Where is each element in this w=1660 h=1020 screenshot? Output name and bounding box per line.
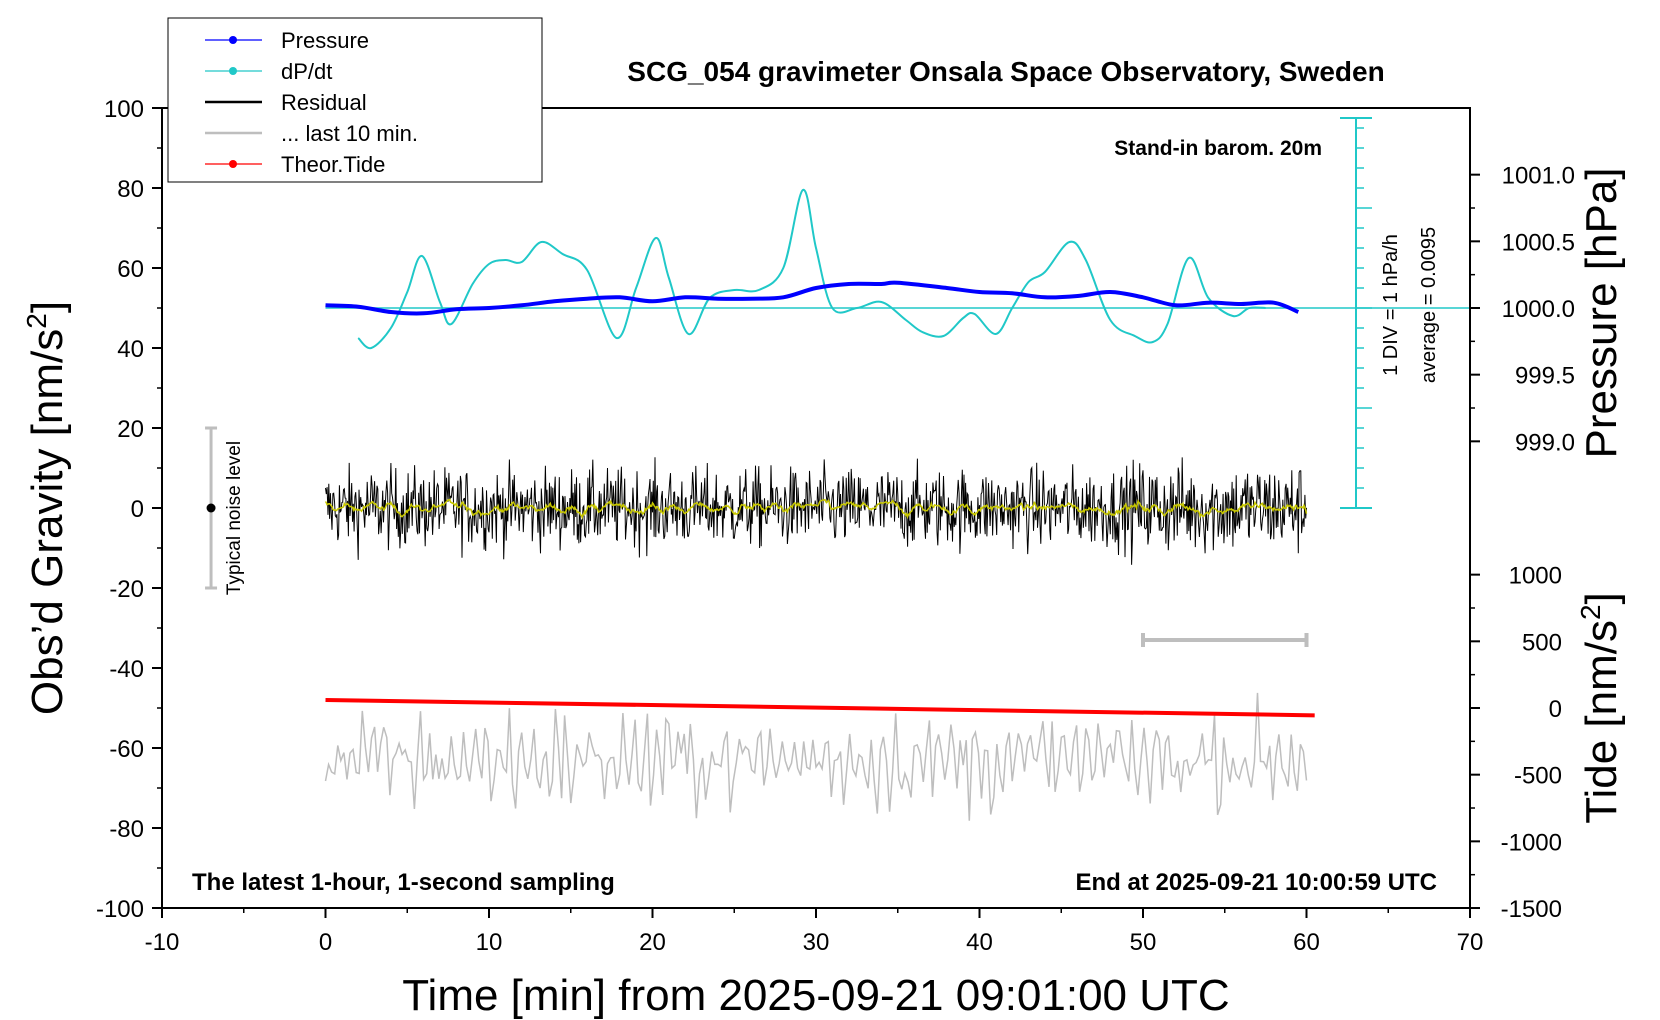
sampling-note: The latest 1-hour, 1-second sampling bbox=[192, 869, 615, 896]
legend-label: dP/dt bbox=[281, 59, 332, 84]
dpdt-scale-bar bbox=[1340, 117, 1372, 509]
y-tick-label: 100 bbox=[104, 96, 144, 123]
y-tick-label: 40 bbox=[117, 336, 144, 363]
legend: Pressure dP/dt Residual ... last 10 min. The… bbox=[167, 17, 543, 183]
noise-label: Typical noise level bbox=[224, 441, 245, 595]
y-tick-label: -80 bbox=[109, 816, 144, 843]
residual-series bbox=[324, 457, 1308, 565]
noise-bar-dot bbox=[206, 503, 216, 513]
x-axis-ticks: -10 0 10 20 30 40 50 60 70 bbox=[145, 908, 1484, 956]
tide-tick-label: 500 bbox=[1522, 629, 1562, 656]
y-axis-label: Obs’d Gravity [nm/s2] bbox=[21, 301, 72, 715]
smoothed-residual-line bbox=[324, 498, 1308, 520]
last-10-min-bracket bbox=[1141, 633, 1309, 647]
residual-line bbox=[325, 457, 1307, 565]
theoretical-tide-series bbox=[325, 697, 1315, 718]
legend-label: ... last 10 min. bbox=[281, 121, 418, 146]
legend-marker bbox=[229, 67, 237, 75]
x-tick-label: 20 bbox=[639, 929, 666, 956]
tide-tick-label: 1000 bbox=[1509, 563, 1562, 590]
legend-label: Theor.Tide bbox=[281, 152, 385, 177]
x-tick-label: 50 bbox=[1130, 929, 1157, 956]
tide-tick-label: 0 bbox=[1549, 696, 1562, 723]
last-10-min-line bbox=[324, 692, 1308, 821]
legend-label: Pressure bbox=[281, 28, 369, 53]
y-tick-label: 0 bbox=[131, 496, 144, 523]
x-tick-label: 0 bbox=[319, 929, 332, 956]
y-tick-label: -20 bbox=[109, 576, 144, 603]
y-axis-ticks: 100 80 60 40 20 0 -20 -40 -60 -80 -100 bbox=[96, 96, 162, 923]
x-tick-label: 10 bbox=[476, 929, 503, 956]
noise-level-bar bbox=[205, 426, 218, 590]
pressure-tick-label: 1000.5 bbox=[1502, 229, 1575, 256]
y-tick-label: 60 bbox=[117, 256, 144, 283]
legend-label: Residual bbox=[281, 90, 367, 115]
legend-marker bbox=[229, 36, 237, 44]
x-tick-label: 30 bbox=[803, 929, 830, 956]
end-time-note: End at 2025-09-21 10:00:59 UTC bbox=[1076, 869, 1438, 896]
pressure-axis-label: Pressure [hPa] bbox=[1577, 167, 1626, 458]
tide-tick-label: -500 bbox=[1514, 763, 1562, 790]
y-tick-label: -60 bbox=[109, 736, 144, 763]
legend-marker bbox=[229, 160, 237, 168]
tide-axis-label: Tide [nm/s2] bbox=[1575, 592, 1626, 824]
chart-title: SCG_054 gravimeter Onsala Space Observat… bbox=[627, 56, 1384, 87]
x-tick-label: 60 bbox=[1293, 929, 1320, 956]
x-tick-label: -10 bbox=[145, 929, 180, 956]
y-tick-label: 20 bbox=[117, 416, 144, 443]
x-tick-label: 70 bbox=[1457, 929, 1484, 956]
dpdt-series bbox=[325, 188, 1470, 350]
x-tick-label: 40 bbox=[966, 929, 993, 956]
legend-box bbox=[167, 17, 543, 183]
pressure-tick-label: 999.0 bbox=[1515, 429, 1575, 456]
scale-div-note: 1 DIV = 1 hPa/h bbox=[1380, 234, 1402, 376]
tide-tick-label: -1000 bbox=[1501, 829, 1562, 856]
pressure-series bbox=[325, 280, 1300, 316]
pressure-line bbox=[325, 280, 1300, 316]
tide-axis-ticks: 1000 500 0 -500 -1000 -1500 bbox=[1470, 563, 1562, 923]
x-axis-label: Time [min] from 2025-09-21 09:01:00 UTC bbox=[402, 971, 1229, 1020]
y-tick-label: -40 bbox=[109, 656, 144, 683]
dpdt-line bbox=[357, 188, 1266, 350]
y-tick-label: -100 bbox=[96, 896, 144, 923]
pressure-axis-ticks: 1001.0 1000.5 1000.0 999.5 999.0 bbox=[1470, 163, 1575, 456]
pressure-tick-label: 999.5 bbox=[1515, 363, 1575, 390]
pressure-tick-label: 1000.0 bbox=[1502, 296, 1575, 323]
pressure-tick-label: 1001.0 bbox=[1502, 163, 1575, 190]
tide-tick-label: -1500 bbox=[1501, 896, 1562, 923]
average-note: average = 0.0095 bbox=[1418, 227, 1440, 383]
y-tick-label: 80 bbox=[117, 176, 144, 203]
last-10-min-series bbox=[324, 692, 1308, 821]
tide-line bbox=[325, 697, 1315, 718]
barometer-note: Stand-in barom. 20m bbox=[1114, 137, 1322, 160]
